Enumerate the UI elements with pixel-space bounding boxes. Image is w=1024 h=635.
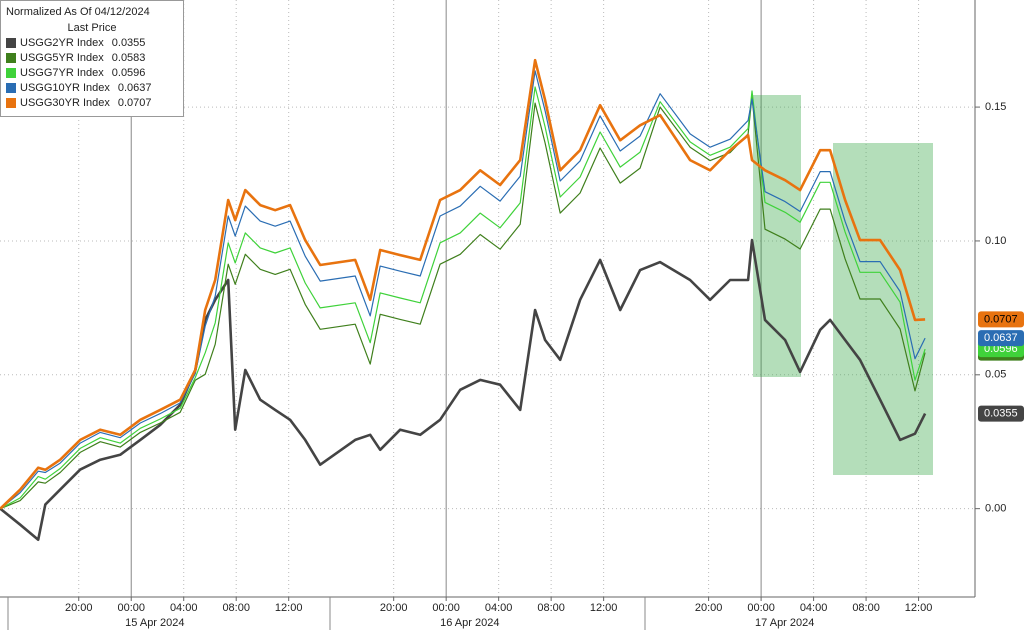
x-tick-label: 12:00 bbox=[905, 602, 933, 614]
legend-subtitle: Last Price bbox=[68, 22, 117, 34]
y-tick-label: 0.10 bbox=[985, 235, 1006, 247]
axis-labels: 0.00 0.05 0.10 0.15 20:00 00:00 04:00 08:00 12:0… bbox=[65, 101, 1024, 629]
series-line bbox=[0, 70, 926, 510]
x-tick-label: 08:00 bbox=[537, 602, 565, 614]
legend-swatch bbox=[6, 38, 16, 48]
x-tick-label: 00:00 bbox=[747, 602, 775, 614]
x-tick-label: 00:00 bbox=[117, 602, 145, 614]
series-line bbox=[0, 95, 926, 510]
x-tick-label: 04:00 bbox=[485, 602, 513, 614]
x-tick-label: 12:00 bbox=[275, 602, 303, 614]
legend-label: USGG2YR Index bbox=[20, 37, 104, 49]
series-line bbox=[0, 86, 926, 510]
last-price-label: 0.0707 bbox=[984, 313, 1018, 325]
legend-value: 0.0637 bbox=[118, 82, 152, 94]
y-tick-label: 0.00 bbox=[985, 503, 1006, 515]
highlight-box bbox=[833, 143, 933, 475]
x-tick-label: 00:00 bbox=[432, 602, 460, 614]
x-tick-label: 20:00 bbox=[65, 602, 93, 614]
legend-label: USGG5YR Index bbox=[20, 52, 104, 64]
y-tick-label: 0.05 bbox=[985, 369, 1006, 381]
legend-value: 0.0596 bbox=[112, 67, 146, 79]
legend-box bbox=[0, 0, 184, 117]
last-price-tag bbox=[978, 330, 1024, 347]
last-price-label: 0.0355 bbox=[984, 408, 1018, 420]
x-tick-label: 08:00 bbox=[222, 602, 250, 614]
y-tick-label: 0.15 bbox=[985, 101, 1006, 113]
x-tick-label: 20:00 bbox=[695, 602, 723, 614]
date-label: 16 Apr 2024 bbox=[440, 617, 499, 629]
date-label: 15 Apr 2024 bbox=[125, 617, 184, 629]
last-price-label: 0.0637 bbox=[984, 332, 1018, 344]
legend-swatch bbox=[6, 83, 16, 93]
x-tick-label: 04:00 bbox=[800, 602, 828, 614]
legend-swatch bbox=[6, 68, 16, 78]
x-tick-label: 20:00 bbox=[380, 602, 408, 614]
legend-label: USGG30YR Index bbox=[20, 97, 110, 109]
legend-swatch bbox=[6, 53, 16, 63]
x-tick-label: 08:00 bbox=[852, 602, 880, 614]
date-label: 17 Apr 2024 bbox=[755, 617, 814, 629]
highlight-box bbox=[753, 95, 801, 377]
legend-label: USGG10YR Index bbox=[20, 82, 110, 94]
legend-label: USGG7YR Index bbox=[20, 67, 104, 79]
legend-swatch bbox=[6, 98, 16, 108]
legend-title: Normalized As Of 04/12/2024 bbox=[6, 6, 150, 18]
x-tick-label: 12:00 bbox=[590, 602, 618, 614]
x-tick-label: 04:00 bbox=[170, 602, 198, 614]
series-line bbox=[0, 58, 926, 510]
legend-value: 0.0355 bbox=[112, 37, 146, 49]
legend-value: 0.0707 bbox=[118, 97, 152, 109]
last-price-tag bbox=[978, 405, 1024, 422]
lines bbox=[0, 58, 927, 541]
last-price-tag bbox=[978, 311, 1024, 328]
legend: Normalized As Of 04/12/2024 Last Price U… bbox=[0, 0, 184, 117]
legend-value: 0.0583 bbox=[112, 52, 146, 64]
